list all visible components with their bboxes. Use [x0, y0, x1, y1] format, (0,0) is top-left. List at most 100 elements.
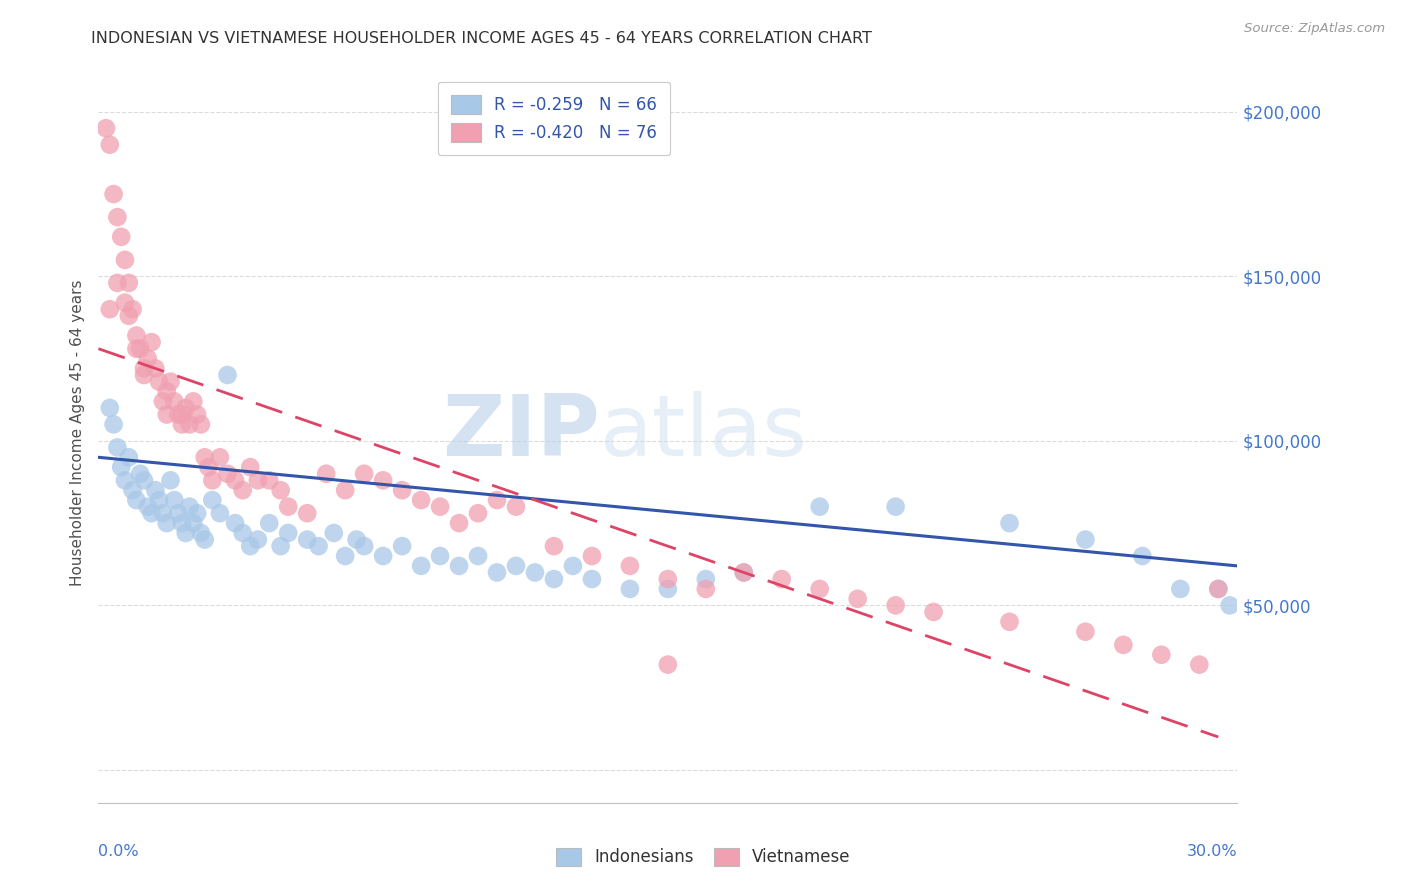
Point — [118, 276, 141, 290]
Point — [884, 599, 907, 613]
Point — [156, 408, 179, 422]
Point — [114, 473, 136, 487]
Point — [1112, 638, 1135, 652]
Legend: R = -0.259   N = 66, R = -0.420   N = 76: R = -0.259 N = 66, R = -0.420 N = 76 — [437, 82, 671, 155]
Point — [170, 516, 193, 530]
Point — [695, 582, 717, 596]
Point — [846, 591, 869, 606]
Point — [884, 500, 907, 514]
Point — [232, 526, 254, 541]
Point — [179, 417, 201, 432]
Point — [467, 549, 489, 563]
Text: INDONESIAN VS VIETNAMESE HOUSEHOLDER INCOME AGES 45 - 64 YEARS CORRELATION CHART: INDONESIAN VS VIETNAMESE HOUSEHOLDER INC… — [91, 31, 872, 46]
Point — [308, 539, 330, 553]
Point — [246, 533, 269, 547]
Point — [391, 483, 413, 498]
Point — [145, 361, 167, 376]
Point — [201, 473, 224, 487]
Point — [103, 187, 125, 202]
Point — [163, 394, 186, 409]
Point — [486, 493, 509, 508]
Point — [543, 572, 565, 586]
Point — [467, 506, 489, 520]
Point — [148, 375, 170, 389]
Point — [922, 605, 945, 619]
Point — [152, 506, 174, 520]
Point — [524, 566, 547, 580]
Point — [110, 460, 132, 475]
Point — [562, 558, 585, 573]
Point — [136, 351, 159, 366]
Point — [505, 558, 527, 573]
Point — [1219, 599, 1241, 613]
Point — [391, 539, 413, 553]
Text: 0.0%: 0.0% — [98, 844, 139, 858]
Point — [224, 516, 246, 530]
Point — [156, 516, 179, 530]
Point — [118, 450, 141, 465]
Point — [163, 493, 186, 508]
Point — [156, 384, 179, 399]
Point — [239, 460, 262, 475]
Point — [201, 493, 224, 508]
Point — [107, 441, 129, 455]
Point — [132, 473, 155, 487]
Point — [1208, 582, 1230, 596]
Point — [98, 137, 121, 152]
Point — [657, 582, 679, 596]
Point — [179, 500, 201, 514]
Point — [353, 539, 375, 553]
Point — [125, 328, 148, 343]
Point — [145, 483, 167, 498]
Point — [232, 483, 254, 498]
Point — [315, 467, 337, 481]
Point — [1208, 582, 1230, 596]
Point — [190, 526, 212, 541]
Point — [270, 539, 292, 553]
Point — [1074, 533, 1097, 547]
Point — [107, 210, 129, 224]
Point — [335, 483, 357, 498]
Point — [346, 533, 368, 547]
Point — [371, 473, 394, 487]
Point — [174, 401, 197, 415]
Point — [657, 657, 679, 672]
Point — [277, 526, 299, 541]
Point — [94, 121, 117, 136]
Point — [121, 302, 143, 317]
Point — [1074, 624, 1097, 639]
Point — [186, 408, 208, 422]
Point — [808, 500, 831, 514]
Point — [770, 572, 793, 586]
Point — [197, 460, 219, 475]
Point — [114, 295, 136, 310]
Point — [208, 506, 231, 520]
Point — [246, 473, 269, 487]
Point — [411, 558, 433, 573]
Point — [449, 516, 471, 530]
Point — [183, 516, 205, 530]
Point — [159, 473, 181, 487]
Point — [543, 539, 565, 553]
Point — [505, 500, 527, 514]
Point — [335, 549, 357, 563]
Point — [270, 483, 292, 498]
Point — [217, 467, 239, 481]
Legend: Indonesians, Vietnamese: Indonesians, Vietnamese — [547, 839, 859, 875]
Point — [322, 526, 344, 541]
Point — [808, 582, 831, 596]
Text: atlas: atlas — [599, 391, 807, 475]
Point — [141, 335, 163, 350]
Point — [1150, 648, 1173, 662]
Point — [136, 500, 159, 514]
Point — [125, 493, 148, 508]
Text: ZIP: ZIP — [441, 391, 599, 475]
Point — [1188, 657, 1211, 672]
Point — [129, 342, 152, 356]
Point — [581, 572, 603, 586]
Point — [1132, 549, 1154, 563]
Point — [129, 467, 152, 481]
Point — [183, 394, 205, 409]
Point — [141, 506, 163, 520]
Point — [152, 394, 174, 409]
